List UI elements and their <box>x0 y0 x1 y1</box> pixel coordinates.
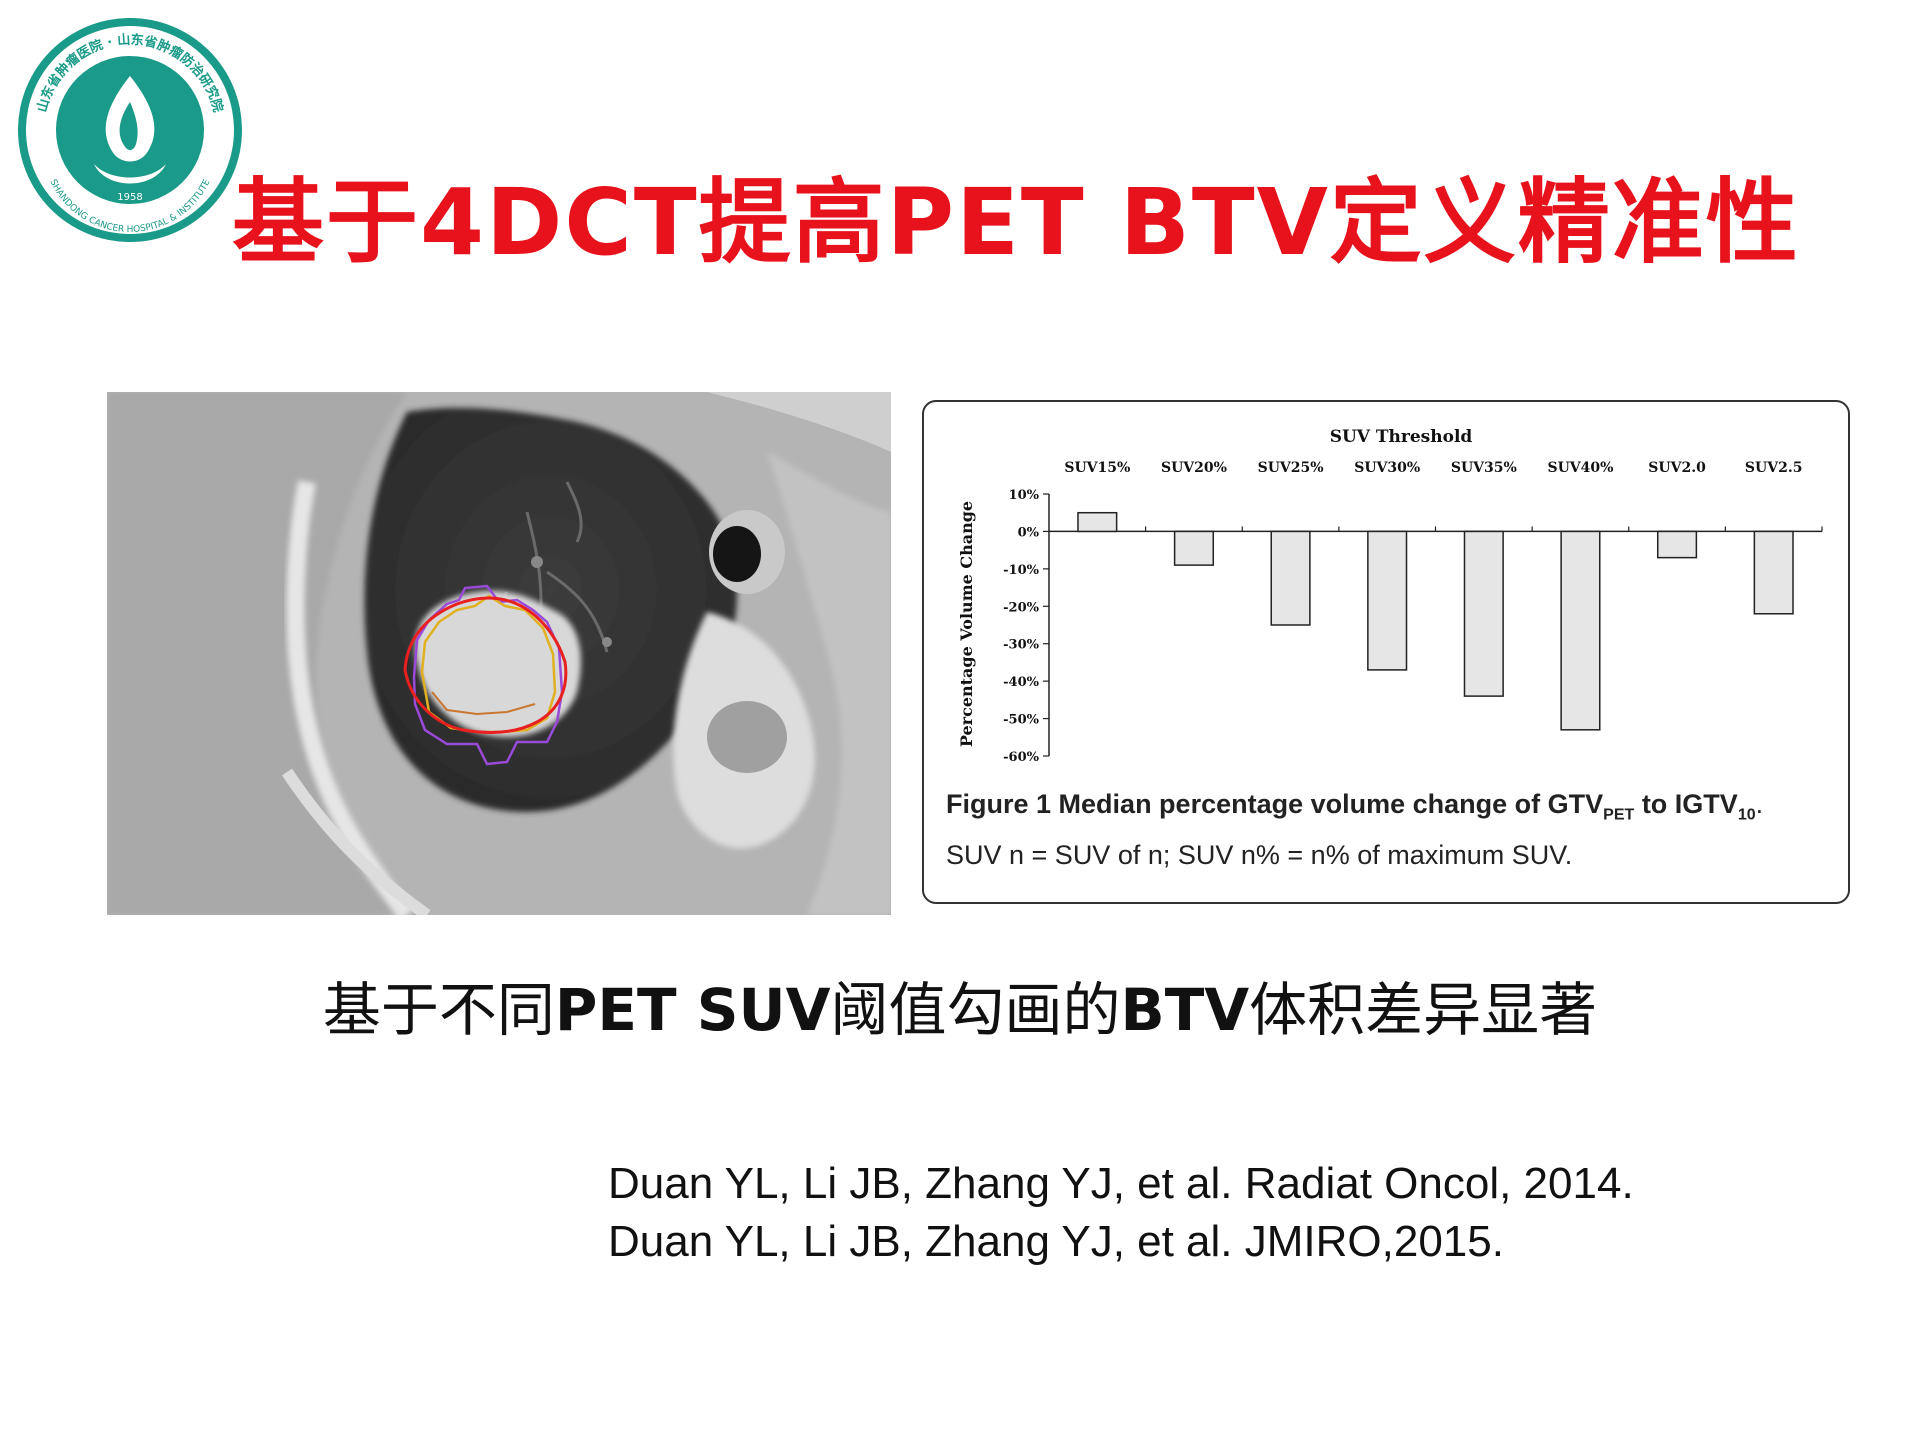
chart-title: SUV Threshold <box>1330 427 1473 447</box>
subtitle-part-1: 基于不同 <box>322 976 555 1044</box>
reference-1: Duan YL, Li JB, Zhang YJ, et al. Radiat … <box>608 1159 1634 1208</box>
subtitle-part-3: 阈值勾画的 <box>830 976 1121 1044</box>
ct-scan-image <box>107 392 891 915</box>
chart-y-tick-label: -10% <box>1003 563 1039 578</box>
chart-bar <box>1560 530 1601 731</box>
subtitle-part-2: PET SUV <box>554 976 831 1044</box>
chart-bar <box>1656 530 1698 559</box>
chart-y-tick-label: -30% <box>1003 638 1039 653</box>
figure-panel: SUV Threshold Percentage Volume Change S… <box>922 400 1850 904</box>
references: Duan YL, Li JB, Zhang YJ, et al. Radiat … <box>608 1155 1634 1271</box>
bar-chart: SUV Threshold Percentage Volume Change S… <box>957 427 1823 765</box>
subtitle-part-4: BTV <box>1120 976 1250 1044</box>
slide-subtitle: 基于不同PET SUV阈值勾画的BTV体积差异显著 <box>0 970 1920 1050</box>
figure-label: Figure 1 <box>946 789 1052 819</box>
subtitle-part-5: 体积差异显著 <box>1249 976 1598 1044</box>
caption-text-a: Median percentage volume change of GTV <box>1058 789 1604 819</box>
chart-category-label: SUV40% <box>1547 460 1613 476</box>
chart-category-label: SUV15% <box>1064 460 1130 476</box>
chart-bar <box>1270 530 1311 626</box>
chart-y-tick-label: -20% <box>1003 600 1039 615</box>
chart-category-label: SUV2.5 <box>1745 460 1803 476</box>
figure-caption: Figure 1 Median percentage volume change… <box>946 784 1826 875</box>
hospital-logo: 山东省肿瘤医院 · 山东省肿瘤防治研究院 SHANDONG CANCER HOS… <box>14 14 246 246</box>
logo-year: 1958 <box>117 192 142 203</box>
chart-category-label: SUV20% <box>1161 460 1227 476</box>
slide-title: 基于4DCT提高PET BTV定义精准性 <box>232 169 1800 276</box>
chart-y-tick-label: 0% <box>1018 525 1040 540</box>
chart-bar <box>1077 511 1118 533</box>
chart-category-label: SUV2.0 <box>1648 460 1706 476</box>
chart-bar <box>1753 530 1794 615</box>
chart-y-tick-label: -50% <box>1003 713 1039 728</box>
chart-y-axis-label: Percentage Volume Change <box>957 501 976 747</box>
chart-category-label: SUV35% <box>1451 460 1517 476</box>
caption-sub-pet: PET <box>1603 806 1635 824</box>
chart-y-tick-label: -40% <box>1003 675 1039 690</box>
caption-text-b: to IGTV <box>1641 789 1738 819</box>
chart-bar <box>1367 530 1408 671</box>
chart-bar <box>1173 530 1215 566</box>
chart-y-tick-label: 10% <box>1009 488 1040 503</box>
caption-text-c: . SUV n = SUV of n; SUV n% = n% of maxim… <box>946 789 1764 871</box>
caption-sub-10: 10 <box>1737 806 1756 824</box>
chart-category-label: SUV30% <box>1354 460 1420 476</box>
reference-2: Duan YL, Li JB, Zhang YJ, et al. JMIRO,2… <box>608 1217 1504 1266</box>
chart-bar <box>1463 530 1504 697</box>
chart-category-label: SUV25% <box>1258 460 1324 476</box>
chart-y-tick-label: -60% <box>1003 750 1039 765</box>
